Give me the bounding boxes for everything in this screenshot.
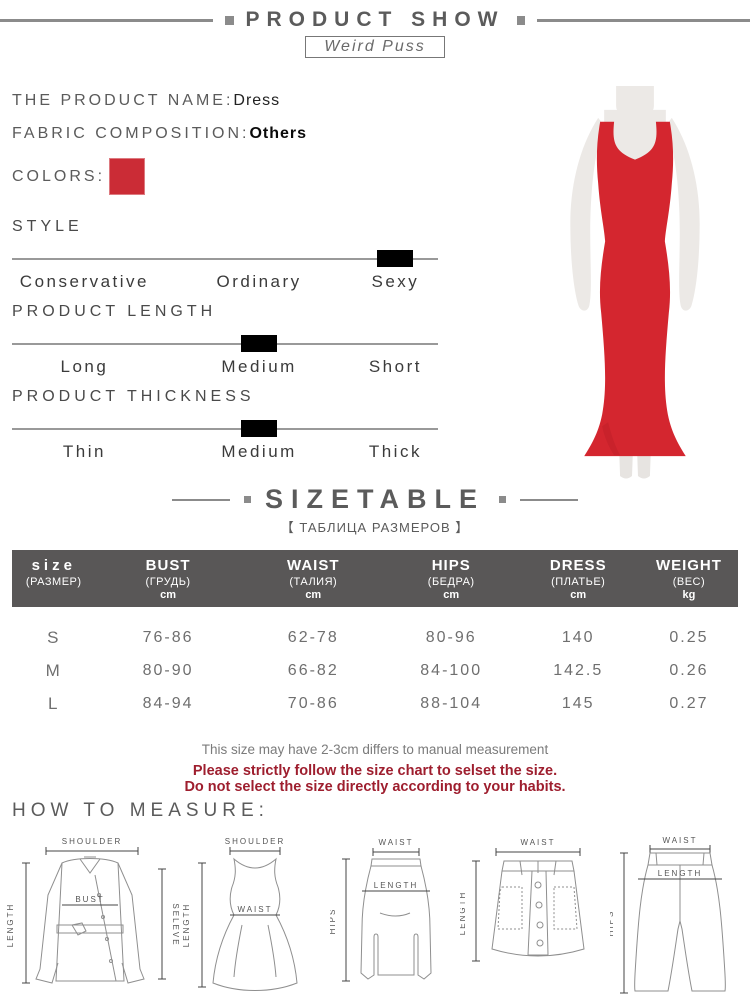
col-header-size: size (РАЗМЕР) (25, 557, 82, 588)
header-rule-left (0, 18, 213, 22)
length-option-short: Short (368, 357, 422, 376)
thickness-option-medium: Medium (221, 442, 297, 461)
attribute-length: PRODUCT LENGTH Long Medium Short (12, 303, 438, 381)
pants-waist-label: WAIST (662, 836, 697, 845)
length-marker (241, 335, 278, 352)
thickness-option-thin: Thin (62, 442, 106, 461)
style-marker (377, 250, 414, 267)
header-square-right (516, 15, 526, 25)
jacket-shoulder-label: SHOULDER (62, 837, 122, 846)
product-name-label: THE PRODUCT NAME: (12, 92, 234, 109)
dress-drawing: SHOULDER LENGTH WAIST (182, 837, 298, 991)
jacket-drawing: SHOULDER LENGTH SELEVE BUST (6, 837, 180, 984)
col-header-waist: WAIST (ТАЛИЯ) cm (287, 557, 340, 601)
measure-diagrams: SHOULDER LENGTH SELEVE BUST SHOULDER LEN… (0, 833, 750, 1000)
skirtlong-hips-label: LENGTH (374, 881, 418, 890)
product-info: THE PRODUCT NAME: Dress FABRIC COMPOSITI… (12, 92, 512, 210)
skirtshort-length-label: LENGTH (460, 891, 467, 935)
pants-hips-label: LENGTH (658, 869, 702, 878)
brand-name: Weird Puss (324, 38, 426, 55)
style-option-sexy: Sexy (371, 272, 420, 291)
skirtshort-waist-label: WAIST (520, 838, 555, 847)
style-title: STYLE (12, 218, 83, 235)
length-option-long: Long (60, 357, 109, 376)
skirtlong-length-label: HIPS (330, 908, 337, 935)
col-header-dress: DRESS (ПЛАТЬЕ) cm (549, 557, 607, 601)
table-row-s: S 76-86 62-78 80-96 140 0.25 (47, 627, 709, 647)
page-header: PRODUCT SHOW Weird Puss (0, 8, 750, 58)
thickness-title: PRODUCT THICKNESS (12, 388, 255, 405)
length-track (12, 335, 438, 353)
style-track (12, 250, 438, 268)
size-table-body: S 76-86 62-78 80-96 140 0.25 M 80-90 66-… (12, 607, 738, 720)
product-name-value: Dress (233, 92, 281, 109)
dress-waist-label: WAIST (237, 905, 272, 914)
col-header-hips: HIPS (БЕДРА) cm (427, 557, 475, 601)
pants-length-label: HIPS (610, 910, 615, 937)
size-table: size (РАЗМЕР) BUST (ГРУДЬ) cm WAIST (ТАЛ… (12, 550, 738, 720)
product-name-row: THE PRODUCT NAME: Dress (12, 92, 512, 110)
pants-drawing: WAIST HIPS LENGTH (610, 836, 726, 994)
sizetable-dot-right (499, 496, 506, 503)
note-measurement: This size may have 2-3cm differs to manu… (201, 742, 549, 757)
note-habits: Do not select the size directly accordin… (184, 779, 566, 795)
thickness-track-line (12, 428, 438, 430)
length-title: PRODUCT LENGTH (12, 303, 217, 320)
red-dress-image (520, 84, 750, 482)
style-option-ordinary: Ordinary (216, 272, 302, 291)
col-header-bust: BUST (ГРУДЬ) cm (145, 557, 191, 601)
colors-label: COLORS: (12, 167, 106, 185)
brand-box: Weird Puss (305, 36, 445, 58)
col-header-weight: WEIGHT (ВЕС) kg (655, 557, 722, 601)
thickness-marker (241, 420, 278, 437)
jacket-length-label: LENGTH (6, 903, 15, 947)
skirt-long-drawing: WAIST HIPS LENGTH (330, 838, 432, 982)
product-photo (520, 84, 750, 482)
header-rule-right (537, 18, 750, 22)
sizetable-rule-right (520, 498, 578, 501)
table-row-l: L 84-94 70-86 88-104 145 0.27 (48, 693, 709, 713)
sizetable-title: SIZETABLE (265, 484, 485, 514)
dress-length-label: LENGTH (182, 903, 191, 947)
sizetable-header: SIZETABLE 【 ТАБЛИЦА РАЗМЕРОВ 】 (0, 484, 750, 536)
header-square-left (224, 15, 234, 25)
fabric-label: FABRIC COMPOSITION: (12, 125, 250, 142)
note-follow-chart: Please strictly follow the size chart to… (192, 763, 558, 779)
sizetable-dot-left (244, 496, 251, 503)
sizetable-subtitle: 【 ТАБЛИЦА РАЗМЕРОВ 】 (280, 520, 470, 535)
skirtlong-waist-label: WAIST (378, 838, 413, 847)
attribute-style: STYLE Conservative Ordinary Sexy (12, 218, 438, 296)
jacket-bust-label: BUST (75, 895, 104, 904)
size-table-head: size (РАЗМЕР) BUST (ГРУДЬ) cm WAIST (ТАЛ… (12, 550, 738, 607)
colors-row: COLORS: (12, 158, 512, 195)
thickness-option-thick: Thick (368, 442, 422, 461)
dress-shoulder-label: SHOULDER (225, 837, 285, 846)
sizetable-rule-left (172, 498, 230, 501)
style-track-line (12, 258, 438, 260)
table-row-m: M 80-90 66-82 84-100 142.5 0.26 (45, 660, 709, 680)
jacket-sleeve-label: SELEVE (171, 903, 180, 946)
how-to-measure-title: HOW TO MEASURE: (12, 800, 269, 821)
length-option-medium: Medium (221, 357, 297, 376)
page-title: PRODUCT SHOW (245, 8, 505, 31)
fabric-row: FABRIC COMPOSITION: Others (12, 125, 512, 143)
style-option-conservative: Conservative (19, 272, 150, 291)
attribute-thickness: PRODUCT THICKNESS Thin Medium Thick (12, 388, 438, 466)
skirt-short-drawing: WAIST LENGTH (460, 838, 585, 962)
thickness-track (12, 420, 438, 438)
length-track-line (12, 343, 438, 345)
fabric-value: Others (249, 125, 308, 142)
size-notes: This size may have 2-3cm differs to manu… (0, 742, 750, 795)
color-swatch-red (109, 158, 146, 195)
